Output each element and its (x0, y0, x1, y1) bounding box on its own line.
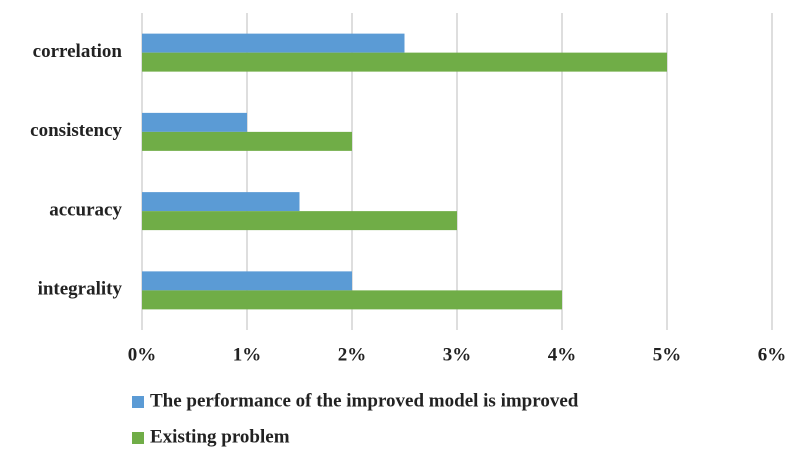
x-tick-label: 3% (443, 344, 472, 365)
bar (142, 271, 352, 291)
x-tick-label: 1% (233, 344, 262, 365)
legend-swatch (132, 432, 144, 444)
legend-swatch (132, 396, 144, 408)
y-tick-label: accuracy (49, 199, 122, 220)
bar (142, 192, 300, 212)
legend-label: The performance of the improved model is… (150, 390, 579, 411)
legend-label: Existing problem (150, 426, 290, 447)
x-tick-label: 5% (653, 344, 682, 365)
bar (142, 52, 667, 72)
x-tick-label: 6% (758, 344, 787, 365)
bar (142, 290, 562, 310)
y-tick-label: consistency (30, 120, 122, 141)
bar (142, 131, 352, 151)
bar (142, 211, 457, 231)
x-tick-label: 2% (338, 344, 367, 365)
x-tick-label: 0% (128, 344, 157, 365)
bar (142, 112, 247, 132)
y-tick-label: correlation (33, 41, 123, 62)
x-tick-label: 4% (548, 344, 577, 365)
y-tick-label: integrality (38, 279, 123, 300)
bar (142, 33, 405, 53)
